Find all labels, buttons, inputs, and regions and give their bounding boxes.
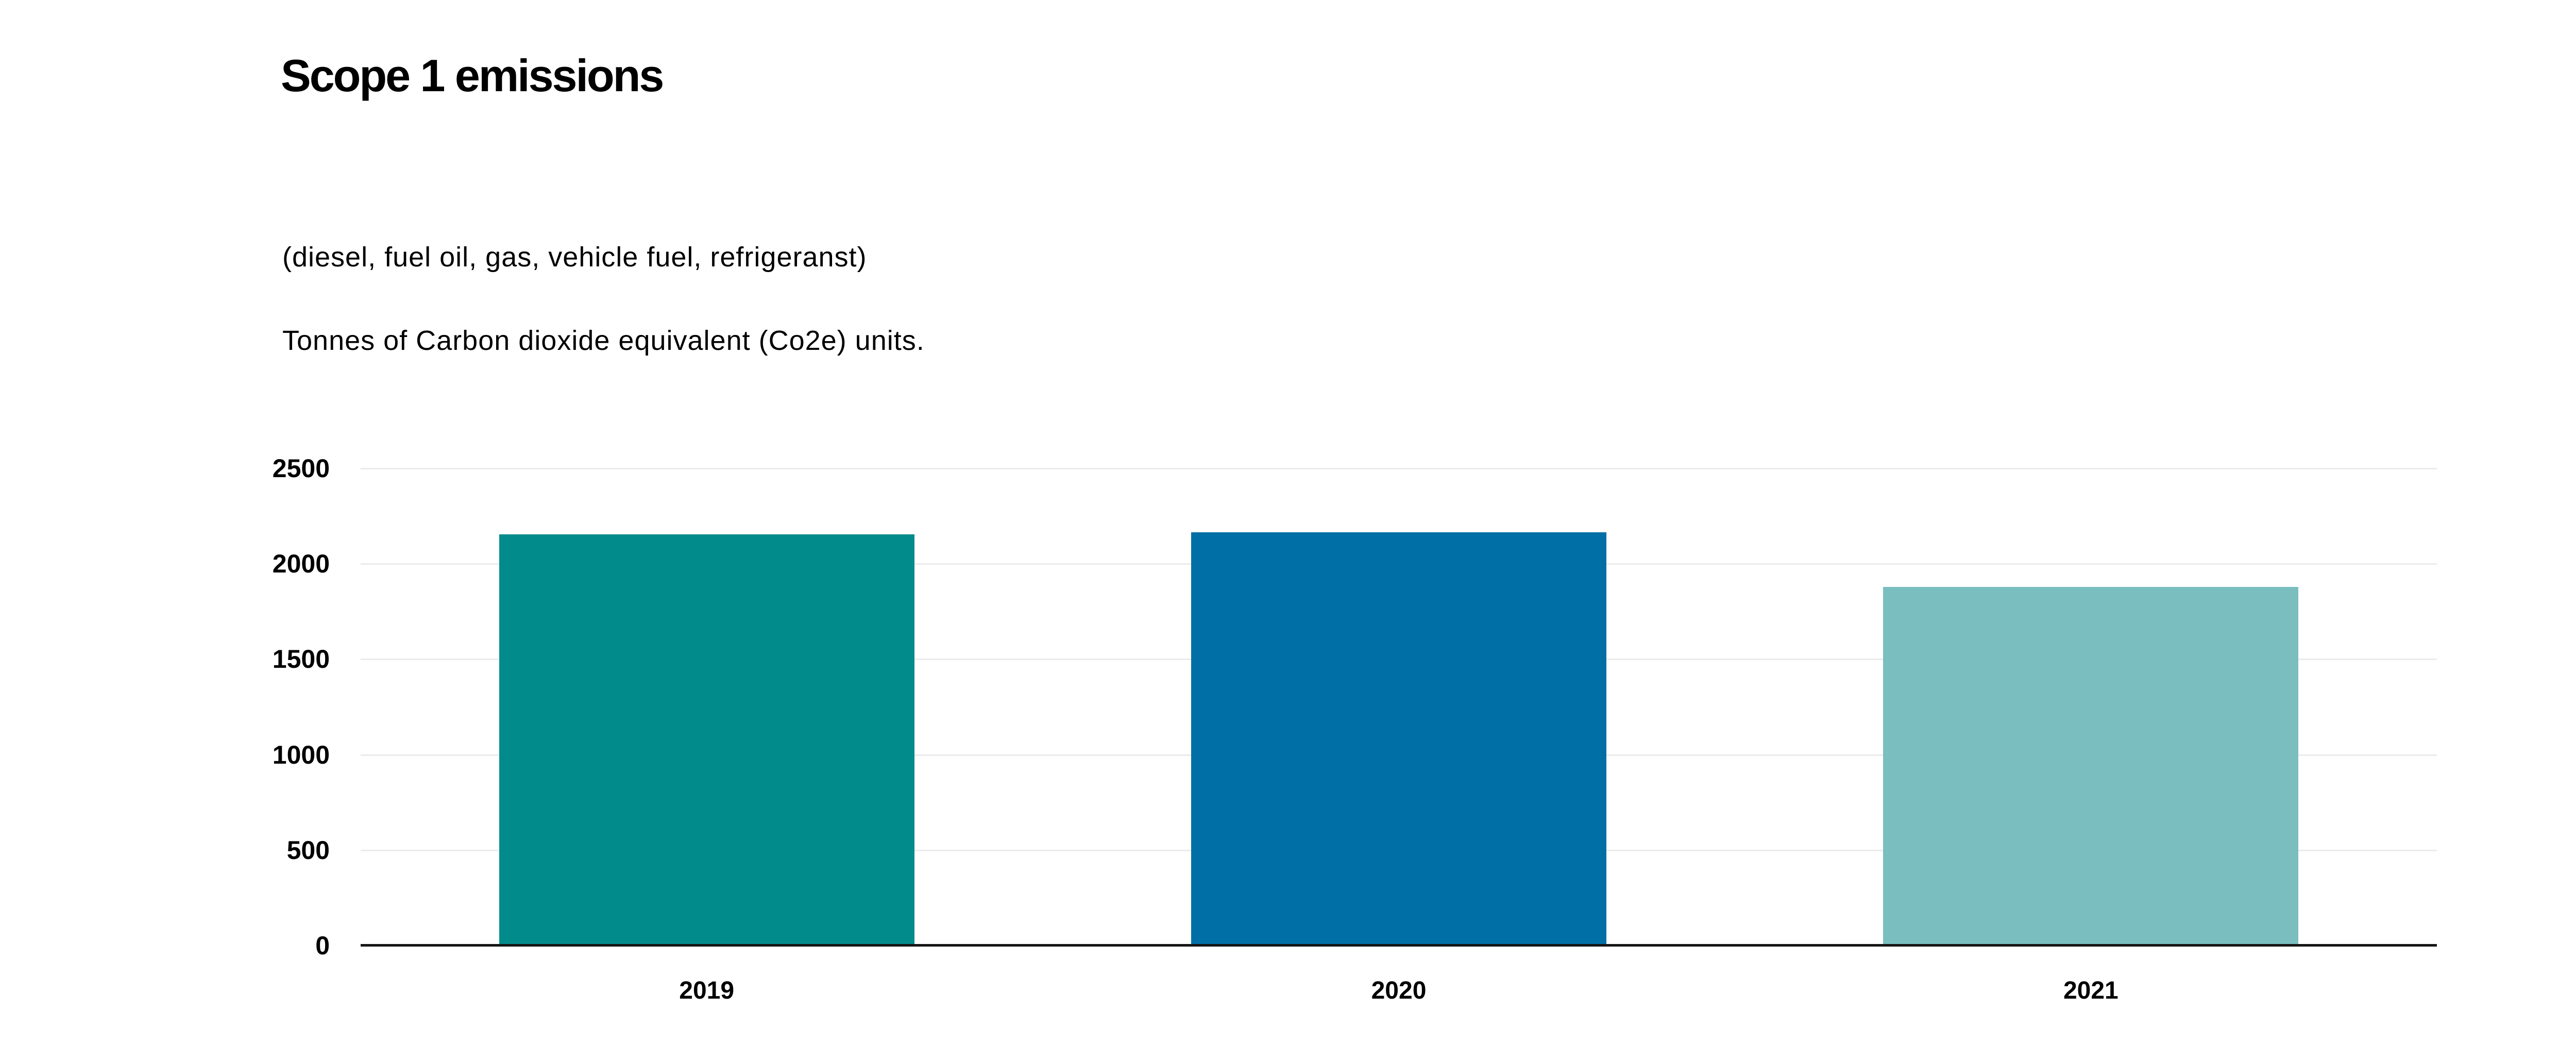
bar-chart-plot-area: 0 500 1000 1500 2000 2500 2019 2020 2021 bbox=[273, 454, 2437, 1004]
y-tick-label-0: 0 bbox=[315, 931, 330, 960]
y-tick-label-1000: 1000 bbox=[272, 740, 330, 769]
gridline-2500 bbox=[361, 468, 2437, 469]
x-axis-line bbox=[361, 944, 2437, 947]
bar-2019 bbox=[499, 534, 914, 946]
chart-subtitle-fuel-sources: (diesel, fuel oil, gas, vehicle fuel, re… bbox=[282, 242, 867, 273]
y-tick-label-2000: 2000 bbox=[272, 549, 330, 579]
x-tick-label-2021: 2021 bbox=[2063, 977, 2119, 1004]
bar-2020 bbox=[1191, 532, 1606, 946]
bar-2021 bbox=[1883, 586, 2299, 946]
chart-title: Scope 1 emissions bbox=[281, 50, 664, 101]
x-tick-label-2020: 2020 bbox=[1371, 977, 1427, 1004]
y-tick-label-500: 500 bbox=[286, 835, 330, 865]
y-tick-label-1500: 1500 bbox=[272, 645, 330, 674]
chart-subtitle-units: Tonnes of Carbon dioxide equivalent (Co2… bbox=[282, 325, 925, 356]
y-tick-label-2500: 2500 bbox=[272, 454, 330, 483]
x-tick-label-2019: 2019 bbox=[679, 977, 735, 1004]
